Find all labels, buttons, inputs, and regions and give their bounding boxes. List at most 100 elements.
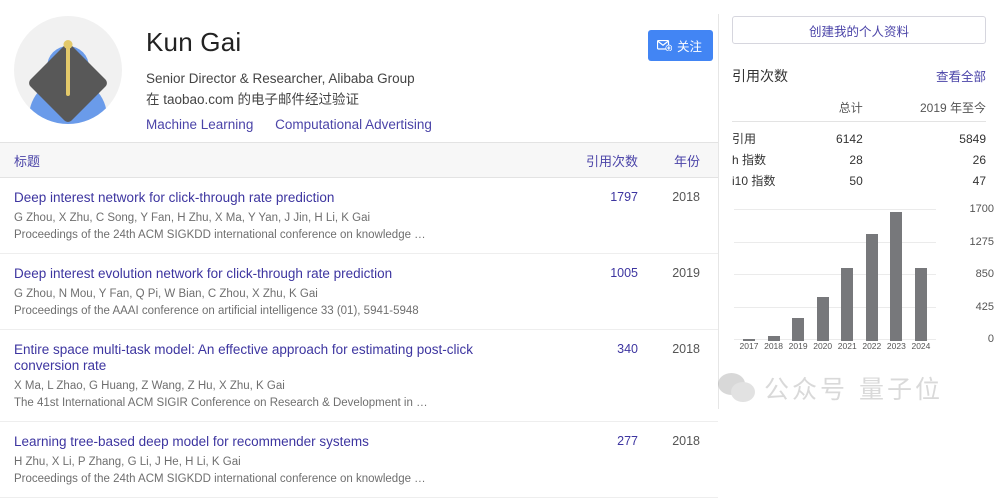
table-row: 引用 6142 5849 — [732, 122, 986, 150]
article-main: Learning tree-based deep model for recom… — [14, 434, 546, 487]
citations-row-since: 26 — [972, 152, 986, 167]
interest-link-machine-learning[interactable]: Machine Learning — [146, 117, 254, 133]
chart-bar-2017[interactable] — [743, 338, 755, 341]
chart-bar-column — [885, 211, 907, 341]
table-row: Deep interest evolution network for clic… — [0, 254, 718, 330]
chart-bar-2020[interactable] — [816, 296, 829, 341]
chart-gridline — [734, 339, 936, 340]
chart-x-tick-2019[interactable]: 2019 — [788, 341, 808, 351]
citations-view-all-link[interactable]: 查看全部 — [935, 70, 986, 84]
column-divider — [718, 14, 719, 409]
chart-bar-column — [812, 211, 834, 341]
citations-per-year-chart: 0 425 850 1275 1700 2017 2018 2019 2020 2021 2022… — [732, 203, 994, 355]
chart-bar-2023[interactable] — [890, 211, 903, 341]
article-authors: G Zhou, N Mou, Y Fan, Q Pi, W Bian, C Zh… — [14, 287, 318, 300]
follow-button[interactable]: 关注 — [648, 30, 714, 61]
chart-plot-area — [734, 209, 936, 341]
citations-row-label: i10 指数 — [732, 174, 776, 188]
right-sidebar: 创建我的个人资料 引用次数 查看全部 总计 2019 年至今 引用 6142 5… — [718, 0, 1000, 423]
chart-gridline — [734, 209, 936, 210]
chart-bar-column — [861, 211, 883, 341]
article-venue: The 41st International ACM SIGIR Confere… — [14, 397, 428, 410]
profile-header: Kun Gai Senior Director & Researcher, Al… — [0, 0, 718, 140]
citations-row-total: 6142 — [836, 131, 863, 146]
article-cites-link[interactable]: 277 — [617, 434, 638, 449]
chart-x-tick-2024[interactable]: 2024 — [911, 341, 931, 351]
article-main: Deep interest evolution network for clic… — [14, 266, 546, 319]
article-cites-link[interactable]: 1005 — [610, 265, 638, 280]
citations-col-blank — [732, 94, 813, 122]
profile-name: Kun Gai — [146, 27, 242, 57]
chart-x-tick-2020[interactable]: 2020 — [813, 341, 833, 351]
article-year: 2019 — [672, 265, 700, 280]
table-row: i10 指数 50 47 — [732, 170, 986, 191]
article-title-link[interactable]: Learning tree-based deep model for recom… — [14, 434, 369, 450]
chart-y-tick-850: 850 — [975, 268, 994, 280]
chart-x-axis-labels: 2017 2018 2019 2020 2021 2022 2023 2024 — [734, 341, 936, 351]
chart-bar-2021[interactable] — [841, 268, 854, 341]
chart-gridline — [734, 274, 936, 275]
chart-gridline — [734, 306, 936, 308]
profile-verified-email: 在 taobao.com 的电子邮件经过验证 — [146, 91, 360, 107]
chart-bar-2022[interactable] — [865, 233, 878, 341]
articles-table-header: 标题 引用次数 年份 — [0, 142, 718, 178]
column-header-title[interactable]: 标题 — [14, 153, 41, 169]
tassel-icon — [66, 44, 70, 96]
citations-row-total: 28 — [849, 152, 863, 167]
column-header-year[interactable]: 年份 — [673, 153, 700, 169]
interest-link-computational-advertising[interactable]: Computational Advertising — [275, 117, 432, 133]
chart-x-tick-2023[interactable]: 2023 — [886, 341, 906, 351]
citations-table-head-row: 总计 2019 年至今 — [732, 94, 986, 122]
profile-interests: Machine Learning Computational Advertisi… — [146, 117, 450, 132]
create-my-profile-button[interactable]: 创建我的个人资料 — [732, 16, 986, 44]
chart-y-tick-0: 0 — [987, 333, 994, 345]
profile-affiliation: Senior Director & Researcher, Alibaba Gr… — [146, 70, 415, 86]
article-title-link[interactable]: Entire space multi-task model: An effect… — [14, 341, 473, 374]
article-authors: X Ma, L Zhao, G Huang, Z Wang, Z Hu, X Z… — [14, 380, 285, 393]
chart-bar-column — [738, 211, 760, 341]
chart-x-tick-2021[interactable]: 2021 — [837, 341, 857, 351]
citations-col-since: 2019 年至今 — [862, 94, 986, 122]
citations-row-since: 5849 — [959, 131, 986, 146]
article-authors: G Zhou, X Zhu, C Song, Y Fan, H Zhu, X M… — [14, 211, 371, 224]
chart-bar-column — [910, 211, 932, 341]
chart-gridline — [734, 241, 936, 243]
article-year: 2018 — [672, 190, 700, 204]
chart-bar-column — [836, 211, 858, 341]
chart-y-tick-1700: 1700 — [969, 203, 994, 215]
chart-x-tick-2017[interactable]: 2017 — [739, 341, 759, 351]
chart-bar-2018[interactable] — [767, 335, 780, 341]
article-title-link[interactable]: Deep interest evolution network for clic… — [14, 265, 393, 281]
chart-y-axis-labels: 0 425 850 1275 1700 — [944, 203, 994, 345]
article-cites-link[interactable]: 340 — [617, 341, 638, 356]
article-venue: Proceedings of the 24th ACM SIGKDD inter… — [14, 472, 426, 485]
chart-y-tick-1275: 1275 — [969, 235, 994, 248]
chart-bar-column — [763, 211, 785, 341]
avatar[interactable] — [14, 16, 122, 124]
table-row: Learning tree-based deep model for recom… — [0, 422, 718, 498]
chart-bar-column — [787, 211, 809, 341]
table-row: h 指数 28 26 — [732, 149, 986, 170]
citations-header: 引用次数 查看全部 — [732, 66, 986, 86]
chart-bar-2019[interactable] — [792, 318, 805, 341]
chart-bar-2024[interactable] — [914, 267, 927, 341]
citations-row-total: 50 — [849, 173, 863, 188]
article-venue: Proceedings of the AAAI conference on ar… — [14, 304, 419, 317]
left-column: Kun Gai Senior Director & Researcher, Al… — [0, 0, 718, 498]
article-cites-link[interactable]: 1797 — [610, 190, 638, 204]
chart-x-tick-2018[interactable]: 2018 — [764, 341, 784, 351]
tassel-knob-icon — [63, 40, 73, 49]
chart-x-tick-2022[interactable]: 2022 — [862, 341, 882, 351]
article-main: Entire space multi-task model: An effect… — [14, 342, 546, 412]
citations-row-since: 47 — [972, 173, 986, 188]
follow-button-wrapper: 关注 — [648, 30, 714, 61]
citations-table: 总计 2019 年至今 引用 6142 5849 h 指数 28 26 i10 … — [732, 94, 986, 191]
column-header-cited-by[interactable]: 引用次数 — [585, 153, 638, 169]
chart-bars — [734, 211, 936, 341]
citations-col-total: 总计 — [812, 94, 863, 122]
table-row: Entire space multi-task model: An effect… — [0, 330, 718, 423]
article-main: Deep interest network for click-through … — [14, 190, 546, 243]
article-title-link[interactable]: Deep interest network for click-through … — [14, 190, 335, 205]
article-year: 2018 — [672, 434, 700, 449]
